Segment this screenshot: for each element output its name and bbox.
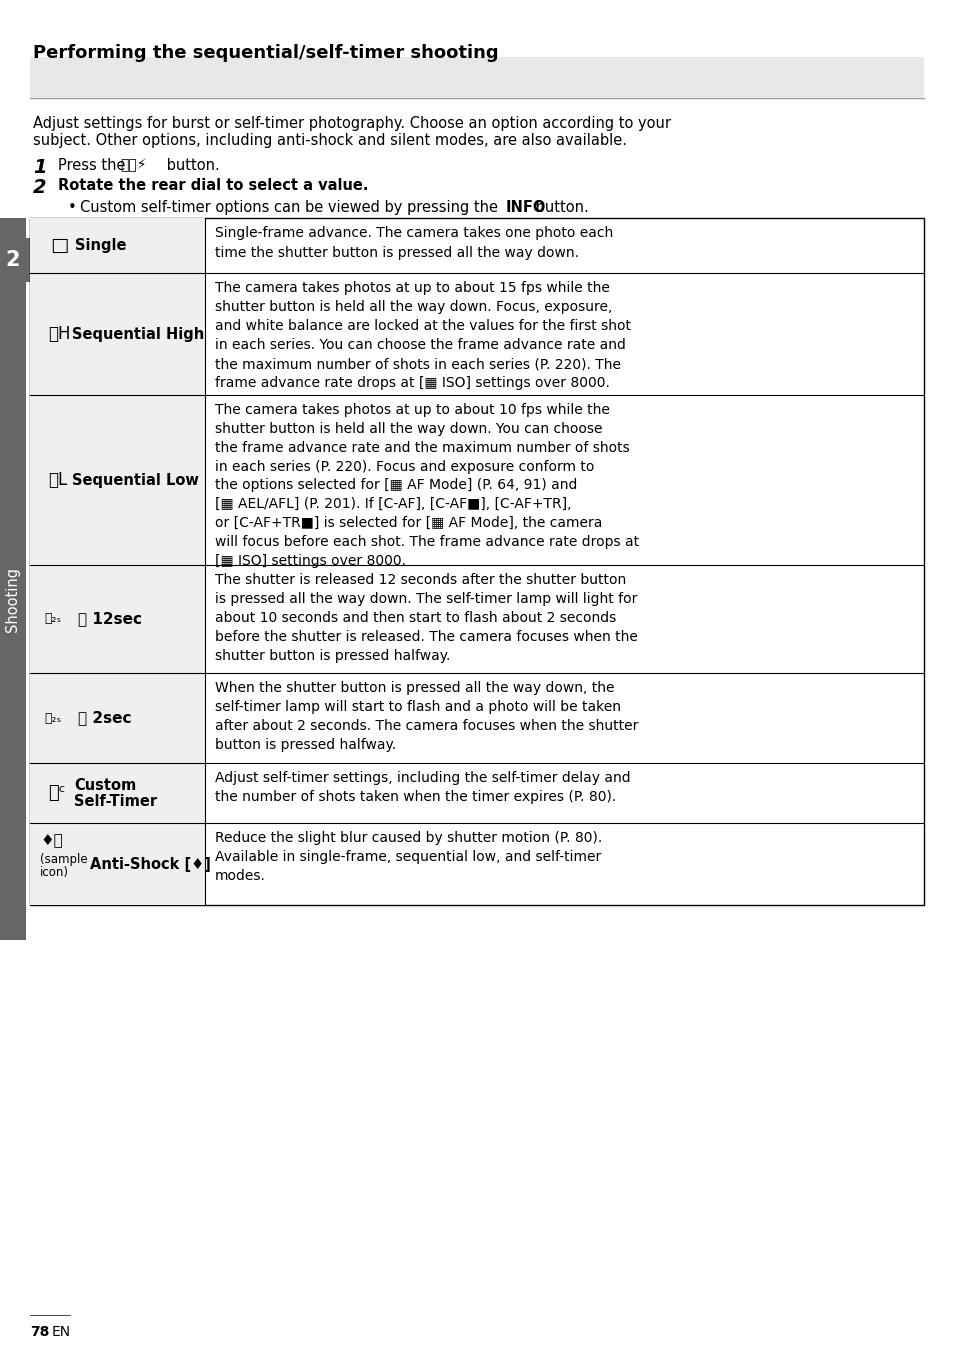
Text: Rotate the rear dial to select a value.: Rotate the rear dial to select a value. (58, 178, 368, 193)
Text: Single: Single (75, 237, 127, 252)
Text: ⌛ᶜ: ⌛ᶜ (48, 784, 66, 802)
Text: ♦⎘: ♦⎘ (40, 833, 63, 848)
Bar (30, 218, 205, 273)
Text: Shooting: Shooting (6, 567, 20, 632)
Text: subject. Other options, including anti-shock and silent modes, are also availabl: subject. Other options, including anti-s… (33, 133, 626, 148)
Text: EN: EN (52, 1324, 71, 1339)
Text: Adjust self-timer settings, including the self-timer delay and
the number of sho: Adjust self-timer settings, including th… (214, 771, 630, 805)
Bar (30, 218, 923, 905)
Text: Single-frame advance. The camera takes one photo each
time the shutter button is: Single-frame advance. The camera takes o… (214, 227, 613, 259)
Bar (30, 57, 923, 96)
Text: button.: button. (531, 199, 588, 214)
Text: 2: 2 (6, 250, 20, 270)
Text: ⌛₂ₛ: ⌛₂ₛ (44, 612, 61, 626)
FancyBboxPatch shape (0, 237, 48, 282)
Text: The shutter is released 12 seconds after the shutter button
is pressed all the w: The shutter is released 12 seconds after… (214, 573, 638, 664)
Bar (30, 822, 205, 905)
Text: 78: 78 (30, 1324, 50, 1339)
FancyBboxPatch shape (0, 218, 26, 940)
Text: ⎘L: ⎘L (48, 471, 67, 489)
Text: (sample: (sample (40, 854, 88, 866)
Text: Press the: Press the (58, 157, 130, 172)
Text: Custom self-timer options can be viewed by pressing the: Custom self-timer options can be viewed … (80, 199, 502, 214)
Text: ⎘H: ⎘H (48, 324, 71, 343)
Text: 1: 1 (33, 157, 47, 176)
Text: button.: button. (162, 157, 219, 172)
Text: Reduce the slight blur caused by shutter motion (P. 80).
Available in single-fra: Reduce the slight blur caused by shutter… (214, 830, 601, 883)
Text: Custom: Custom (74, 778, 136, 792)
Text: •: • (68, 199, 76, 214)
Text: Sequential Low: Sequential Low (71, 472, 198, 487)
Text: ⌛ 2sec: ⌛ 2sec (78, 711, 132, 726)
Text: ⌛ 12sec: ⌛ 12sec (78, 612, 142, 627)
Text: ⌛₂ₛ: ⌛₂ₛ (44, 711, 61, 725)
Text: 2: 2 (33, 178, 47, 197)
Text: INFO: INFO (505, 199, 546, 214)
Text: icon): icon) (40, 866, 69, 879)
Text: The camera takes photos at up to about 15 fps while the
shutter button is held a: The camera takes photos at up to about 1… (214, 281, 630, 391)
Text: Sequential High: Sequential High (71, 327, 204, 342)
Text: The camera takes photos at up to about 10 fps while the
shutter button is held a: The camera takes photos at up to about 1… (214, 403, 639, 567)
Text: Anti-Shock [♦]: Anti-Shock [♦] (90, 856, 211, 871)
Bar (30, 763, 205, 822)
Text: ⎙⌛⚡: ⎙⌛⚡ (120, 157, 147, 172)
Text: Self-Timer: Self-Timer (74, 794, 157, 809)
Bar (30, 273, 205, 395)
Bar (30, 673, 205, 763)
Bar (30, 565, 205, 673)
Text: When the shutter button is pressed all the way down, the
self-timer lamp will st: When the shutter button is pressed all t… (214, 681, 638, 752)
Text: Adjust settings for burst or self-timer photography. Choose an option according : Adjust settings for burst or self-timer … (33, 115, 670, 132)
Text: □: □ (50, 236, 69, 255)
Bar (30, 395, 205, 565)
Text: Performing the sequential/self-timer shooting: Performing the sequential/self-timer sho… (33, 43, 498, 62)
